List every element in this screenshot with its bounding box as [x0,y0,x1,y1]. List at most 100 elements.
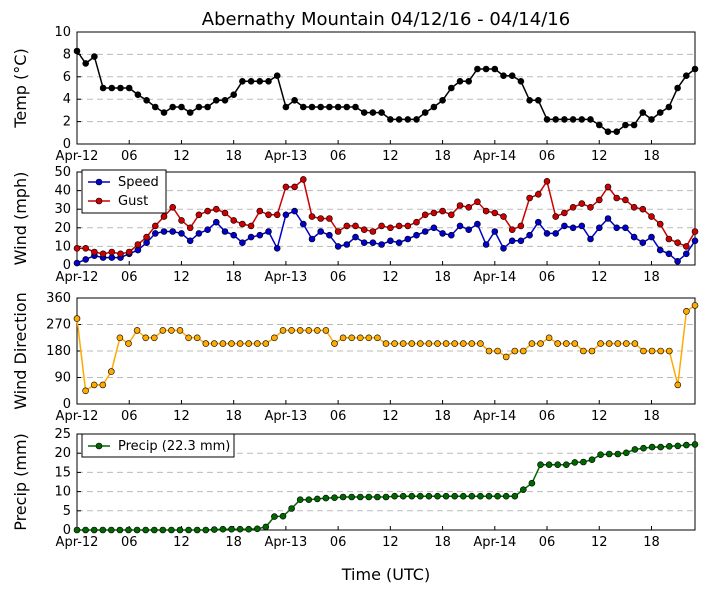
data-point [334,228,342,235]
data-point [204,103,211,111]
data-point [665,235,673,243]
y-tick-label: 15 [54,465,71,480]
data-point [356,493,364,501]
data-point [648,233,655,241]
data-point [352,233,359,241]
data-point [456,202,464,209]
data-point [176,526,184,534]
data-point [562,340,570,347]
data-point [477,492,484,500]
data-point [474,65,481,73]
x-tick-label: 06 [539,270,556,285]
data-point [308,235,316,243]
data-point [247,233,255,241]
data-point [554,461,562,469]
x-tick-label: 06 [539,535,556,550]
data-point [683,441,690,449]
x-tick-label: Apr-13 [264,535,307,550]
data-point [168,327,175,334]
data-point [526,231,533,239]
data-point [228,525,235,533]
y-tick-label: 10 [54,239,71,254]
data-point [395,116,403,123]
data-point [99,250,107,258]
data-point [665,103,673,111]
data-point [253,525,261,533]
x-tick-label: 18 [643,409,660,424]
data-point [317,103,325,111]
data-point [569,116,577,123]
data-point [108,248,116,256]
data-point [399,340,407,347]
data-point [308,103,316,111]
data-point [239,239,246,246]
data-point [674,257,681,265]
data-point [228,340,235,347]
data-point [543,178,551,185]
data-point [430,103,438,111]
data-point [271,513,278,520]
data-point [571,340,579,347]
y-axis-label: Wind Direction [11,292,30,410]
plot-frame [76,297,696,405]
x-tick-label: 18 [434,270,451,285]
data-point [291,97,298,104]
y-tick-label: 270 [46,318,71,333]
data-point [82,526,89,534]
data-point [142,526,149,534]
data-point [622,121,629,129]
data-point [534,191,542,198]
data-point [604,183,612,191]
data-point [630,204,638,211]
data-point [552,116,560,123]
data-point [273,72,281,79]
y-tick-label: 4 [63,92,71,107]
data-point [494,347,501,355]
data-point [90,381,98,389]
x-tick-label: Apr-12 [56,535,99,550]
data-point [631,340,639,347]
data-point [508,237,516,245]
x-tick-label: 12 [173,149,190,164]
data-point [511,347,519,355]
data-point [253,340,261,347]
data-point [369,228,377,235]
data-point [421,109,429,116]
data-point [648,213,655,220]
data-point [552,230,560,237]
data-point [305,496,313,504]
data-point [202,526,210,534]
y-tick-label: 0 [63,397,71,412]
data-point [404,222,412,230]
data-point [691,237,699,245]
data-point [159,526,167,534]
data-point [387,116,394,123]
data-point [447,231,455,239]
x-tick-label: 12 [173,270,190,285]
x-tick-label: 18 [434,409,451,424]
data-point [125,84,133,92]
data-point [343,241,351,248]
data-point [622,340,630,347]
data-point [631,446,639,453]
data-point [674,84,681,92]
data-point [211,526,218,533]
data-point [595,196,603,204]
data-point [413,218,420,226]
data-point [279,327,287,334]
data-point [82,60,89,67]
data-point [580,347,587,355]
data-point [313,327,321,334]
data-point [639,109,647,116]
data-point [545,461,553,469]
panel-3: 0 5 10 15 20 25 Apr-12 06 12 18 Apr-13 06 12 18 Apr-14… [11,427,699,550]
data-point [99,84,107,92]
data-point [587,235,594,243]
data-point [322,494,330,502]
data-point [474,198,481,206]
x-tick-label: Apr-13 [264,409,307,424]
data-point [73,47,81,55]
data-point [526,194,533,202]
data-point [648,443,656,451]
